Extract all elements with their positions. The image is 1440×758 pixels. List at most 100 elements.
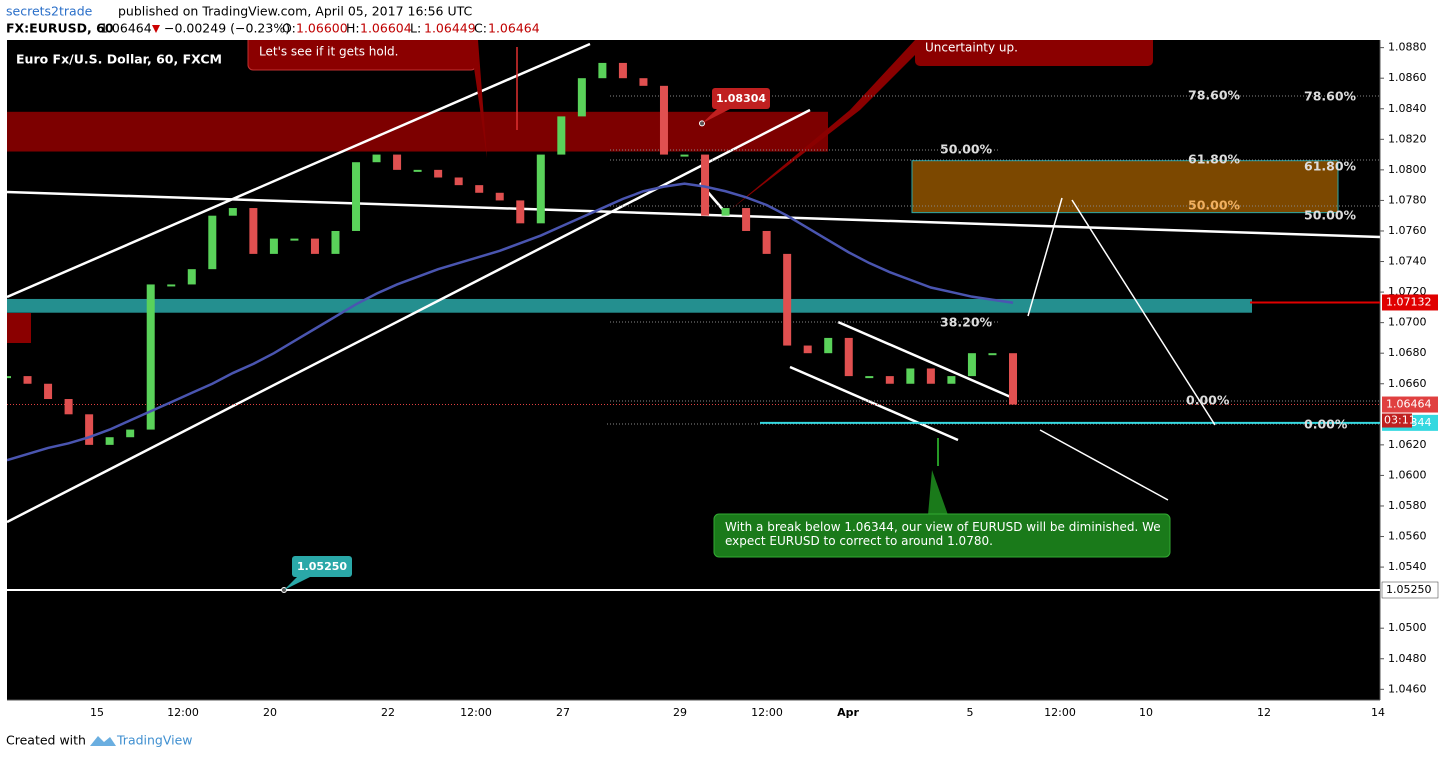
candle bbox=[290, 238, 299, 241]
candle bbox=[475, 185, 484, 193]
x-tick-label: 27 bbox=[556, 706, 570, 719]
published: published on TradingView.com, April 05, … bbox=[118, 4, 473, 19]
candle bbox=[762, 230, 771, 254]
note-tail bbox=[928, 470, 948, 515]
candle bbox=[434, 169, 443, 178]
y-tick-label: 1.0660 bbox=[1388, 377, 1427, 390]
candle bbox=[536, 154, 545, 224]
x-tick-label: 5 bbox=[967, 706, 974, 719]
note-tail bbox=[470, 40, 487, 158]
trendline bbox=[7, 190, 1380, 239]
y-tick-label: 1.0740 bbox=[1388, 255, 1427, 268]
x-tick-label: Apr bbox=[837, 706, 859, 719]
candle bbox=[208, 215, 217, 270]
candle bbox=[598, 62, 607, 79]
zone-stub bbox=[7, 313, 31, 343]
y-tick-label: 1.0560 bbox=[1388, 530, 1427, 543]
x-tick-label: 12:00 bbox=[1044, 706, 1076, 719]
candle bbox=[393, 154, 402, 170]
price-tag bbox=[1382, 294, 1438, 311]
candle bbox=[844, 337, 853, 377]
candle bbox=[454, 177, 463, 186]
x-tick-label: 22 bbox=[381, 706, 395, 719]
change: −0.00249 (−0.23%) bbox=[164, 21, 290, 36]
note: Let's see if it gets hold. bbox=[259, 45, 398, 59]
footer-brand[interactable]: TradingView bbox=[116, 733, 193, 748]
y-tick-label: 1.0580 bbox=[1388, 499, 1427, 512]
candle bbox=[64, 399, 73, 415]
ohlc-value: 1.06464 bbox=[488, 21, 540, 36]
candle bbox=[146, 284, 155, 430]
callout-tail bbox=[702, 108, 732, 124]
trendline bbox=[837, 320, 1014, 400]
fib-label: 0.00% bbox=[1304, 417, 1348, 432]
y-tick-label: 1.0620 bbox=[1388, 438, 1427, 451]
y-tick-label: 1.0600 bbox=[1388, 468, 1427, 481]
y-tick-label: 1.0680 bbox=[1388, 346, 1427, 359]
candle bbox=[557, 116, 566, 155]
x-tick-label: 12:00 bbox=[460, 706, 492, 719]
candle bbox=[372, 154, 381, 163]
candle bbox=[1009, 353, 1017, 405]
ohlc-label: H: bbox=[346, 21, 360, 36]
fib-label: 50.00% bbox=[1304, 208, 1357, 223]
trendline bbox=[789, 365, 959, 442]
price-tag bbox=[1381, 581, 1439, 599]
candle bbox=[310, 238, 319, 254]
candle bbox=[249, 208, 258, 254]
fib-label: 38.20% bbox=[940, 315, 993, 330]
callout-arrow bbox=[730, 40, 930, 210]
y-tick-label: 1.0880 bbox=[1388, 41, 1427, 54]
x-tick-label: 14 bbox=[1371, 706, 1385, 719]
note-box bbox=[915, 40, 1153, 66]
ohlc-value: 1.06449 bbox=[424, 21, 476, 36]
zone bbox=[911, 160, 1339, 214]
fib-label: 50.00% bbox=[1188, 198, 1241, 213]
callout-tail bbox=[284, 576, 312, 590]
candle bbox=[269, 238, 278, 254]
x-tick-label: 12:00 bbox=[167, 706, 199, 719]
fib-label: 61.80% bbox=[1304, 159, 1357, 174]
author[interactable]: secrets2trade bbox=[6, 4, 93, 19]
price-tag bbox=[1382, 396, 1438, 413]
note-line: With a break below 1.06344, our view of … bbox=[725, 520, 1161, 534]
y-tick-label: 1.0840 bbox=[1388, 102, 1427, 115]
y-tick-label: 1.0820 bbox=[1388, 132, 1427, 145]
candle bbox=[926, 368, 935, 384]
candle bbox=[23, 376, 32, 384]
y-tick-label: 1.0760 bbox=[1388, 224, 1427, 237]
trendline bbox=[7, 42, 591, 299]
plot-area: 1.08304 1.05250 78.60% 78.60% 50.00% 61.80% 61… bbox=[7, 40, 1380, 593]
arrow bbox=[1027, 197, 1063, 317]
candle bbox=[516, 200, 525, 224]
x-tick-label: 29 bbox=[673, 706, 687, 719]
candle bbox=[701, 154, 710, 216]
x-tick-label: 10 bbox=[1139, 706, 1153, 719]
candle bbox=[988, 353, 997, 356]
candle bbox=[85, 414, 94, 445]
fib-label: 61.80% bbox=[1188, 152, 1241, 167]
candle bbox=[352, 162, 361, 231]
candle bbox=[865, 376, 874, 379]
candle bbox=[495, 192, 504, 201]
y-tick-label: 1.0500 bbox=[1388, 621, 1427, 634]
candle bbox=[187, 269, 196, 285]
candle bbox=[639, 78, 648, 86]
x-tick-label: 15 bbox=[90, 706, 104, 719]
price-tag-label: 1.07132 bbox=[1386, 295, 1432, 308]
y-tick-label: 1.0480 bbox=[1388, 652, 1427, 665]
callout-label: 1.05250 bbox=[297, 560, 347, 573]
candle bbox=[885, 376, 894, 384]
y-tick-label: 1.0800 bbox=[1388, 163, 1427, 176]
down-icon bbox=[152, 25, 160, 33]
candle bbox=[167, 284, 176, 287]
arrow bbox=[1039, 429, 1169, 501]
candle bbox=[44, 383, 53, 400]
candle bbox=[824, 337, 833, 354]
candle bbox=[7, 376, 11, 379]
callout-label: 1.08304 bbox=[716, 92, 766, 105]
fib-label: 78.60% bbox=[1188, 88, 1241, 103]
candle bbox=[228, 208, 237, 216]
